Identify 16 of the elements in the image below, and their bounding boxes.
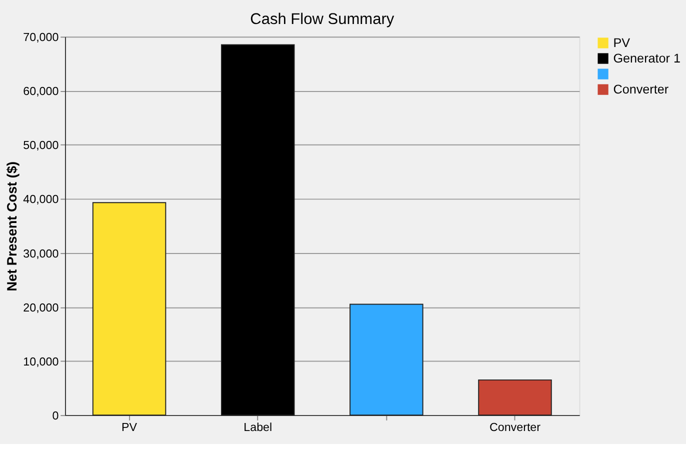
x-tick-label: PV [122,421,138,434]
y-tick-label: 0 [52,409,60,422]
y-tick-label: 50,000 [23,139,60,152]
y-tick-label: 20,000 [23,301,60,314]
legend-label: Generator 1 [613,51,681,66]
x-tick-label: Label [244,421,272,434]
y-axis-title: Net Present Cost ($) [4,161,20,292]
y-tick-label: 10,000 [23,355,60,368]
legend-label: Converter [613,82,669,96]
legend-label: PV [613,36,631,50]
y-tick-label: 40,000 [23,193,60,206]
y-tick-label: 70,000 [23,31,60,44]
y-tick-label: 60,000 [23,85,60,98]
y-tick-label: 30,000 [23,247,60,260]
chart-title: Cash Flow Summary [250,11,394,28]
x-tick-label: Converter [489,421,541,434]
